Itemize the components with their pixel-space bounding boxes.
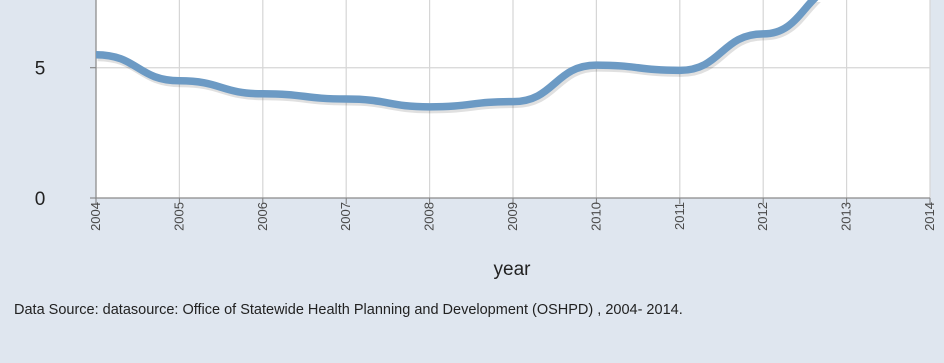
x-tick-label: 2005 [171, 202, 186, 231]
x-tick-label: 2010 [588, 202, 603, 231]
x-tick-label: 2004 [88, 202, 103, 231]
x-tick-label: 2014 [922, 202, 937, 231]
axes [90, 0, 931, 204]
x-axis-title: year [494, 259, 532, 280]
data-source-note: Data Source: datasource: Office of State… [14, 302, 683, 318]
x-tick-label: 2008 [422, 202, 437, 231]
x-tick-label: 2012 [755, 202, 770, 231]
y-tick-label: 0 [35, 189, 46, 210]
x-tick-label: 2013 [839, 202, 854, 231]
y-tick-labels: 05 [35, 59, 46, 210]
x-tick-label: 2007 [338, 202, 353, 231]
y-tick-label: 5 [35, 59, 46, 80]
series-layer [96, 0, 821, 114]
x-tick-label: 2009 [505, 202, 520, 231]
x-tick-labels: 2004 2005 2006 2007 2008 2009 2010 2011 2012 2013… [88, 202, 937, 231]
x-tick-label: 2006 [255, 202, 270, 231]
series-line [96, 0, 819, 111]
x-tick-label: 2011 [672, 202, 687, 230]
